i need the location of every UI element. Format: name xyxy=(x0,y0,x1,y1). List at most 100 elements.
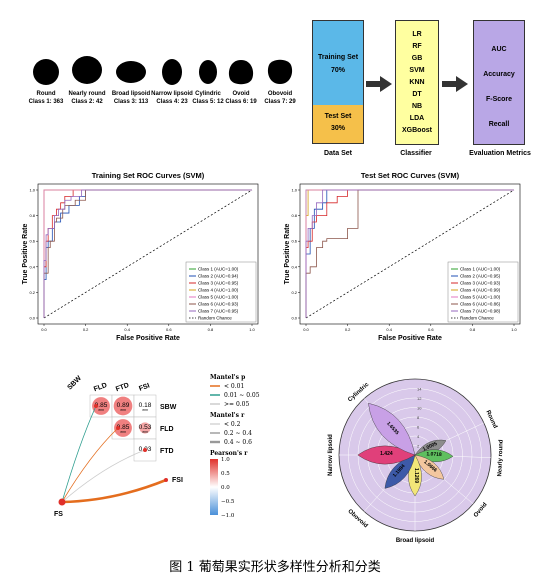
petal-value: 1.1269 xyxy=(413,468,419,484)
significance-stars: *** xyxy=(142,431,148,437)
var-label: SBW xyxy=(160,404,177,411)
link-node xyxy=(116,426,120,430)
link-node xyxy=(143,448,147,452)
correlation-value: 0.18 xyxy=(139,402,152,409)
significance-stars: *** xyxy=(120,431,126,437)
x-axis-label: False Positive Rate xyxy=(378,335,442,342)
polar-bar-chart: 2 4 6 8 10 12 14 1.0005 Round 1.0718 Nearly round 1… xyxy=(328,378,505,544)
y-tick-label: 0.2 xyxy=(29,290,35,295)
y-tick-label: 0.6 xyxy=(29,239,35,244)
classifier-item: SVM xyxy=(409,67,425,74)
legend-title: Mantel's r xyxy=(210,412,245,419)
correlation-circle xyxy=(139,422,151,434)
arrow-to-classifier xyxy=(366,76,392,92)
arrow-to-metrics xyxy=(442,76,468,92)
link-node xyxy=(164,478,168,482)
roc-curve xyxy=(43,189,252,318)
petal-value: 1.0718 xyxy=(426,451,442,458)
radial-tick-label: 10 xyxy=(417,406,422,411)
test-set-box: Test Set 30% xyxy=(312,105,364,144)
x-tick-label: 0.4 xyxy=(124,327,130,332)
legend-entry: Class 4 (AUC=0.99) xyxy=(460,288,501,293)
var-label: FSI xyxy=(138,382,151,392)
legend-entry: < 0.01 xyxy=(224,383,244,390)
category-label: Round xyxy=(484,410,498,430)
mantel-link xyxy=(61,449,146,503)
shape-name: Cylindric xyxy=(195,91,221,97)
shape-name: Broad lipsoid xyxy=(111,91,151,97)
polar-petal xyxy=(357,445,416,465)
legend-entry: Class 7 (AUC=0.98) xyxy=(460,309,501,314)
legend-entry: < 0.2 xyxy=(224,421,241,428)
x-tick-label: 0.2 xyxy=(345,327,351,332)
roc-chart-test: Test Set ROC Curves (SVM) 0.0 0.2 0.4 0.6 0.8… xyxy=(284,171,521,342)
y-tick-label: 0.8 xyxy=(29,213,35,218)
legend-entry: Class 1 (AUC=1.00) xyxy=(460,267,501,272)
colorbar-tick: 1.0 xyxy=(221,457,230,463)
significance-stars: *** xyxy=(120,409,126,415)
x-tick-label: 0.0 xyxy=(41,327,47,332)
roc-curve xyxy=(305,189,514,318)
category-label: Broad lipsoid xyxy=(396,538,435,544)
metrics-box: AUC Accuracy F-Score Recall xyxy=(473,20,525,145)
x-tick-label: 0.8 xyxy=(208,327,214,332)
y-tick-label: 0.4 xyxy=(291,264,297,269)
narrow-lipsoid-shape xyxy=(162,59,182,85)
shape-name: Nearly round xyxy=(68,91,106,97)
polar-petal xyxy=(368,402,416,456)
legend-entry: 0.01 ~ 0.05 xyxy=(224,392,260,399)
obovoid-shape xyxy=(267,59,293,84)
shape-silhouettes xyxy=(33,56,293,85)
round-shape xyxy=(33,59,59,85)
x-tick-label: 0.4 xyxy=(386,327,392,332)
shape-count: Class 4: 23 xyxy=(156,99,188,105)
classifier-item: RF xyxy=(412,43,422,50)
shape-count: Class 7: 29 xyxy=(264,99,296,105)
mantel-target-node xyxy=(58,498,66,506)
mantel-link xyxy=(61,405,97,503)
shape-count: Class 5: 12 xyxy=(192,99,224,105)
legend-entry: Class 3 (AUC=0.93) xyxy=(460,281,501,286)
roc-chart-training: Training Set ROC Curves (SVM) 0.0 0.2 0.4 0.… xyxy=(22,171,259,342)
shape-name: Obovoid xyxy=(267,91,293,97)
petal-value: 1.424 xyxy=(380,451,393,457)
metric-item: Recall xyxy=(488,121,510,128)
y-axis-label: True Positive Rate xyxy=(22,224,29,285)
legend-entry: Class 1 (AUC=1.00) xyxy=(198,267,239,272)
shape-name: Ovoid xyxy=(232,91,250,97)
metrics-caption: Evaluation Metrics xyxy=(469,150,531,157)
radial-tick-label: 12 xyxy=(417,396,422,401)
correlation-value: 0.85 xyxy=(117,424,130,431)
chart-title: Training Set ROC Curves (SVM) xyxy=(92,171,205,180)
metric-item: AUC xyxy=(491,46,507,53)
training-set-pct: 70% xyxy=(330,67,345,74)
correlation-circle xyxy=(114,419,132,437)
x-tick-label: 0.2 xyxy=(83,327,89,332)
y-axis-label: True Positive Rate xyxy=(284,224,291,285)
var-label: FTD xyxy=(160,448,174,455)
cylindric-shape xyxy=(199,60,217,84)
y-tick-label: 1.0 xyxy=(29,188,35,193)
random-chance-line xyxy=(43,189,253,319)
correlation-circle xyxy=(113,396,133,416)
plot-frame xyxy=(37,183,259,325)
radial-tick-label: 14 xyxy=(417,387,422,392)
colorbar-tick: −1.0 xyxy=(221,513,235,519)
roc-curve xyxy=(43,189,252,318)
category-label: Ovoid xyxy=(473,502,489,519)
mantel-target-label: FS xyxy=(54,511,63,518)
x-axis-label: False Positive Rate xyxy=(116,335,180,342)
x-tick-label: 0.6 xyxy=(428,327,434,332)
shape-count: Class 3: 113 xyxy=(113,99,149,105)
colorbar-tick: 0.0 xyxy=(221,485,230,491)
metric-item: F-Score xyxy=(485,96,513,103)
legend-entry: Class 6 (AUC=0.93) xyxy=(198,302,239,307)
legend-title: Pearson's r xyxy=(210,450,248,457)
category-label: Narrow lipsoid xyxy=(328,434,334,476)
x-tick-label: 0.6 xyxy=(166,327,172,332)
legend-box xyxy=(447,261,519,323)
significance-stars: *** xyxy=(142,409,148,415)
correlation-value: 0.53 xyxy=(139,424,152,431)
broad-lipsoid-shape xyxy=(116,61,146,83)
polar-petal xyxy=(414,454,445,480)
